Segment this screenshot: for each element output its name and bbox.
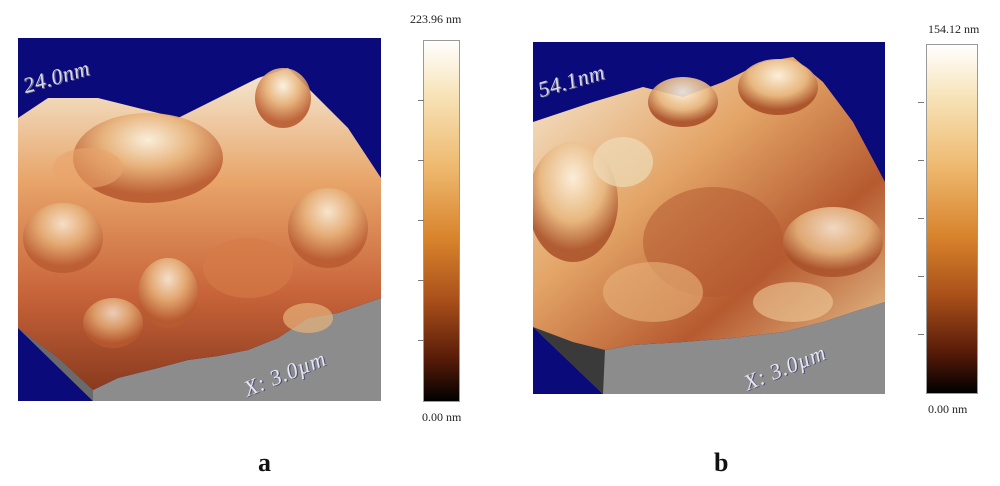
scale-max-label: 154.12 nm — [928, 22, 980, 36]
colorbar-tick — [418, 100, 424, 101]
colorbar-tick — [918, 218, 924, 219]
height-colorbar-a — [423, 40, 460, 402]
scale-min-label: 0.00 nm — [422, 410, 462, 424]
colorbar-tick — [418, 160, 424, 161]
colorbar-tick — [418, 280, 424, 281]
afm-image-a: 24.0nm X: 3.0µm — [18, 38, 381, 401]
afm-surface-a — [18, 68, 381, 401]
scale-min-label: 0.00 nm — [928, 402, 968, 416]
panel-label-a: a — [258, 448, 271, 477]
afm-surface-b — [533, 57, 885, 394]
scale-max-label: 223.96 nm — [410, 12, 462, 26]
afm-image-b: 54.1nm X: 3.0µm — [533, 42, 885, 394]
colorbar-tick — [918, 334, 924, 335]
colorbar-tick — [918, 102, 924, 103]
height-colorbar-b — [926, 44, 978, 394]
panel-label-b: b — [714, 448, 729, 477]
colorbar-tick — [918, 276, 924, 277]
colorbar-tick — [418, 220, 424, 221]
colorbar-tick — [418, 340, 424, 341]
colorbar-tick — [918, 160, 924, 161]
